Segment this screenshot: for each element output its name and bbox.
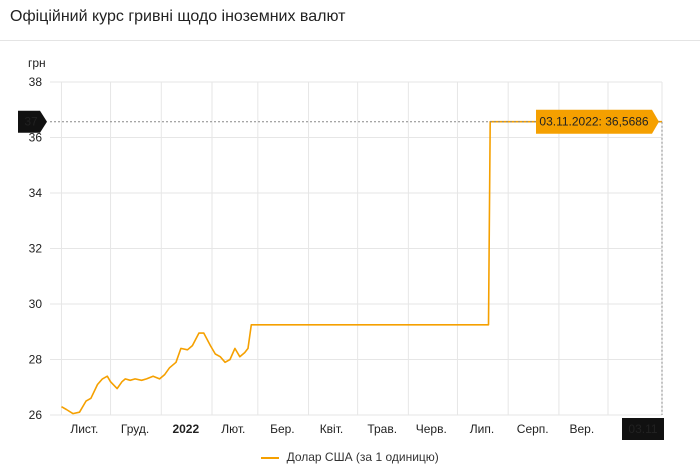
y-tick-label: 38 xyxy=(29,75,43,89)
y-tick-label: 28 xyxy=(29,353,43,367)
crosshair-y-value: 37 xyxy=(24,115,38,129)
x-tick-label: Трав. xyxy=(367,422,397,436)
x-tick-label: Вер. xyxy=(569,422,594,436)
page-title: Офіційний курс гривні щодо іноземних вал… xyxy=(10,8,346,25)
x-tick-label: Лист. xyxy=(70,422,98,436)
legend[interactable]: Долар США (за 1 одиницю) xyxy=(0,450,700,464)
legend-swatch xyxy=(261,456,280,459)
crosshair-x-label-box xyxy=(622,418,664,440)
y-axis-label: грн xyxy=(28,56,46,70)
x-tick-label: 2022 xyxy=(172,422,199,436)
line-chart[interactable]: грн 26 28 30 32 34 36 38 Лист. Груд. 2022 Лют. Бер. К… xyxy=(0,41,700,449)
header: Офіційний курс гривні щодо іноземних вал… xyxy=(0,0,700,41)
x-tick-label: Груд. xyxy=(121,422,149,436)
x-tick-label: Серп. xyxy=(517,422,549,436)
axes: грн 26 28 30 32 34 36 38 Лист. Груд. 2022 Лют. Бер. К… xyxy=(28,56,594,436)
x-tick-label: Бер. xyxy=(270,422,295,436)
legend-label: Долар США (за 1 одиницю) xyxy=(286,450,439,464)
crosshair-x-value: 03.11 xyxy=(628,422,657,436)
x-tick-label: Квіт. xyxy=(320,422,344,436)
series-line xyxy=(61,120,662,415)
crosshair: 37 03.11 03.11.2022: 36,5686 xyxy=(18,109,664,440)
y-tick-label: 30 xyxy=(29,297,43,311)
crosshair-y-label-box xyxy=(18,110,47,133)
grid xyxy=(50,81,663,416)
y-tick-label: 34 xyxy=(29,186,43,200)
x-tick-label: Лип. xyxy=(470,422,494,436)
tooltip-box xyxy=(536,109,659,134)
series xyxy=(61,120,662,415)
x-tick-label: Черв. xyxy=(416,422,447,436)
tooltip-text: 03.11.2022: 36,5686 xyxy=(539,115,649,129)
y-tick-label: 32 xyxy=(29,242,43,256)
y-tick-label: 36 xyxy=(29,131,43,145)
x-tick-label: Лют. xyxy=(221,422,245,436)
y-tick-label: 26 xyxy=(29,408,43,422)
